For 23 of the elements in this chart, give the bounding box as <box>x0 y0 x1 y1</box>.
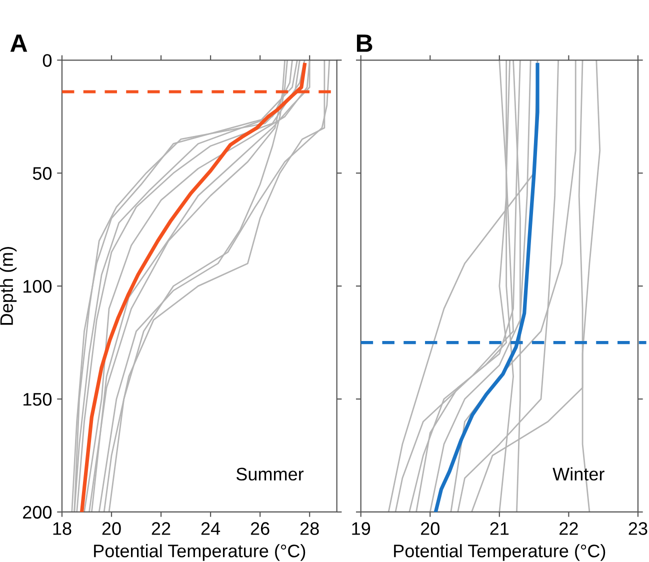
x-tick-label: 22 <box>560 522 578 535</box>
y-tick-label: 50 <box>32 167 52 180</box>
x-tick-label: 21 <box>490 522 509 535</box>
x-tick-label: 26 <box>250 522 270 535</box>
y-tick-label: 0 <box>42 54 52 67</box>
x-tick-label: 28 <box>300 522 319 535</box>
x-tick-label: 23 <box>628 522 648 535</box>
y-tick-label: 150 <box>24 392 52 406</box>
chart-title: B <box>356 34 372 52</box>
x-tick-label: 22 <box>152 522 170 535</box>
y-tick-label: 200 <box>23 506 52 519</box>
x-axis-title: Potential Temperature (°C) <box>94 544 306 561</box>
x-tick-label: 19 <box>352 522 370 535</box>
x-axis-title: Potential Temperature (°C) <box>394 544 606 561</box>
annotation: Winter <box>552 467 604 481</box>
y-axis-title: Depth (m) <box>0 247 17 325</box>
annotation: Summer <box>236 468 304 481</box>
x-tick-label: 20 <box>420 522 440 535</box>
x-tick-label: 18 <box>53 522 72 535</box>
x-tick-label: 20 <box>102 522 121 535</box>
x-tick-label: 24 <box>201 522 220 535</box>
y-tick-label: 100 <box>24 280 52 293</box>
chart-title: A <box>10 34 28 52</box>
